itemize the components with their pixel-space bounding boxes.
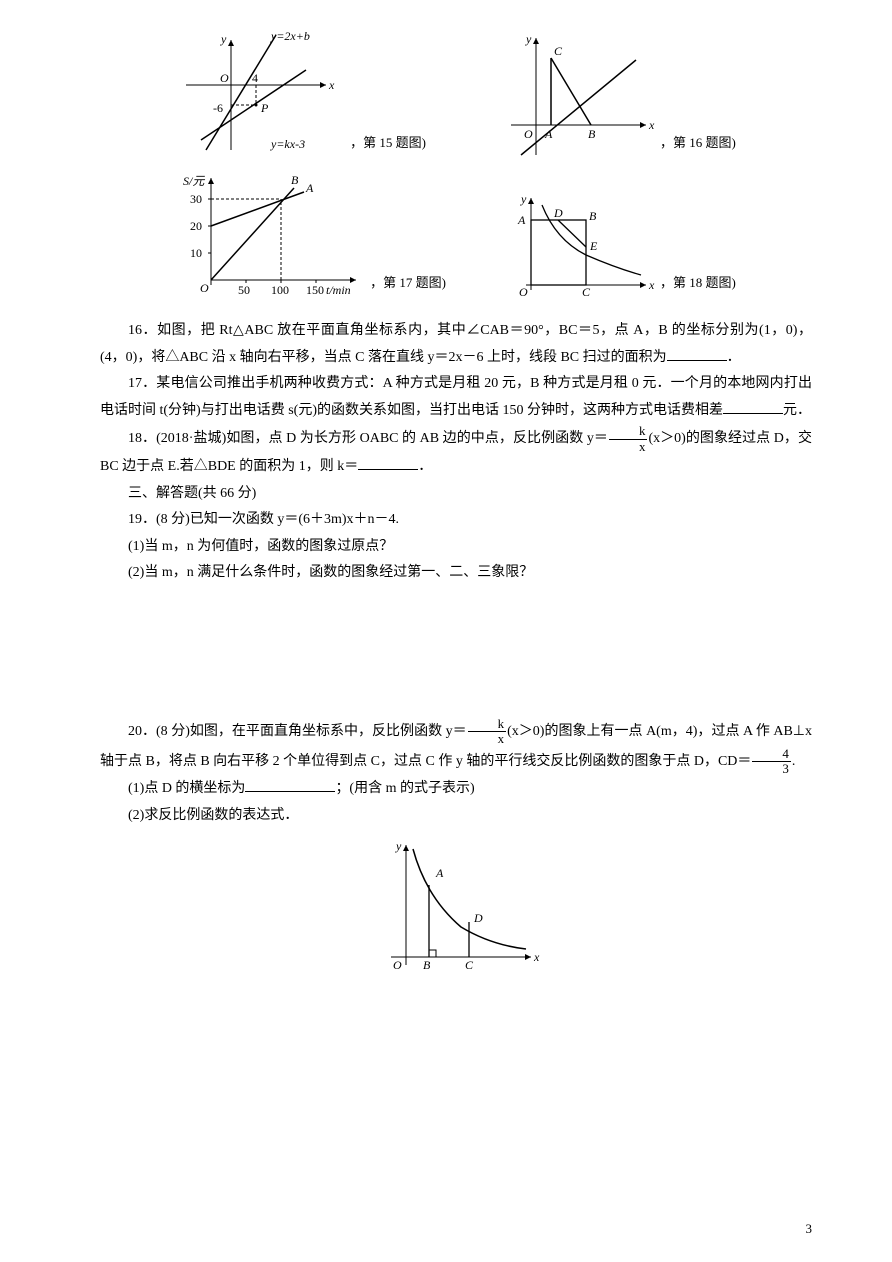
figure-18-svg: x y O A B C D E	[506, 190, 656, 300]
svg-text:150: 150	[306, 283, 324, 297]
svg-text:O: O	[200, 281, 209, 295]
svg-text:x: x	[533, 950, 540, 964]
svg-text:O: O	[519, 285, 528, 299]
svg-text:S/元: S/元	[183, 174, 205, 188]
svg-text:100: 100	[271, 283, 289, 297]
svg-text:D: D	[553, 206, 563, 220]
svg-text:50: 50	[238, 283, 250, 297]
svg-text:B: B	[588, 127, 596, 141]
figure-16: x y O A B C ，第 16 题图)	[506, 30, 736, 160]
fraction-k-over-x: kx	[609, 424, 648, 454]
svg-text:x: x	[648, 278, 655, 292]
svg-text:A: A	[435, 866, 444, 880]
svg-text:t/min: t/min	[326, 283, 351, 297]
blank-16	[667, 346, 727, 361]
page: x y O y=2x+b y=kx-3 P 4 -6 ，第 15 题图)	[0, 0, 892, 1262]
blank-20-1	[245, 777, 335, 792]
figure-16-svg: x y O A B C	[506, 30, 656, 160]
question-19-2: (2)当 m，n 满足什么条件时，函数的图象经过第一、二、三象限？	[100, 560, 812, 587]
svg-text:10: 10	[190, 246, 202, 260]
svg-text:y=2x+b: y=2x+b	[270, 30, 310, 43]
question-19: 19．(8 分)已知一次函数 y＝(6＋3m)x＋n－4.	[100, 507, 812, 534]
svg-text:C: C	[465, 958, 474, 972]
blank-18	[358, 455, 418, 470]
svg-text:4: 4	[252, 71, 258, 85]
figure-15-caption: ，第 15 题图)	[350, 131, 426, 160]
fraction-4-over-3: 43	[752, 747, 791, 777]
svg-text:C: C	[582, 285, 591, 299]
svg-text:E: E	[589, 239, 598, 253]
fraction-k-over-x-2: kx	[468, 717, 507, 747]
figure-20-wrapper: x y O A B C D	[100, 837, 812, 977]
section-3-heading: 三、解答题(共 66 分)	[100, 481, 812, 508]
svg-text:y: y	[395, 839, 402, 853]
question-17: 17．某电信公司推出手机两种收费方式：A 种方式是月租 20 元，B 种方式是月…	[100, 371, 812, 424]
svg-text:A: A	[305, 181, 314, 195]
question-18: 18．(2018·盐城)如图，点 D 为长方形 OABC 的 AB 边的中点，反…	[100, 424, 812, 480]
svg-text:O: O	[393, 958, 402, 972]
question-20-2: (2)求反比例函数的表达式．	[100, 803, 812, 830]
svg-text:x: x	[648, 118, 655, 132]
figure-16-caption: ，第 16 题图)	[660, 131, 736, 160]
svg-text:D: D	[473, 911, 483, 925]
svg-text:y: y	[520, 192, 527, 206]
page-number: 3	[806, 1217, 813, 1242]
figure-17-caption: ，第 17 题图)	[370, 271, 446, 300]
svg-text:y: y	[220, 32, 227, 46]
svg-text:A: A	[544, 127, 553, 141]
svg-text:20: 20	[190, 219, 202, 233]
figure-18-caption: ，第 18 题图)	[660, 271, 736, 300]
svg-text:O: O	[220, 71, 229, 85]
question-16: 16．如图，把 Rt△ABC 放在平面直角坐标系内，其中∠CAB＝90°，BC＝…	[100, 318, 812, 371]
svg-text:-6: -6	[213, 101, 223, 115]
svg-text:x: x	[328, 78, 335, 92]
svg-text:B: B	[291, 173, 299, 187]
question-20: 20．(8 分)如图，在平面直角坐标系中，反比例函数 y＝kx(x＞0)的图象上…	[100, 717, 812, 776]
svg-text:y=kx-3: y=kx-3	[270, 137, 305, 151]
svg-text:O: O	[524, 127, 533, 141]
figure-17-svg: S/元 t/min O 10 20 30 50 100 150	[176, 170, 366, 300]
figure-15: x y O y=2x+b y=kx-3 P 4 -6 ，第 15 题图)	[176, 30, 426, 160]
svg-text:A: A	[517, 213, 526, 227]
svg-text:B: B	[589, 209, 597, 223]
figure-row-1: x y O y=2x+b y=kx-3 P 4 -6 ，第 15 题图)	[100, 30, 812, 160]
question-19-1: (1)当 m，n 为何值时，函数的图象过原点？	[100, 534, 812, 561]
svg-text:P: P	[260, 101, 269, 115]
figure-20-svg: x y O A B C D	[371, 837, 541, 977]
blank-17	[723, 399, 783, 414]
figure-18: x y O A B C D E ，第 18 题图)	[506, 190, 736, 300]
svg-text:C: C	[554, 44, 563, 58]
figure-15-svg: x y O y=2x+b y=kx-3 P 4 -6	[176, 30, 346, 160]
figure-17: S/元 t/min O 10 20 30 50 100 150	[176, 170, 446, 300]
figure-row-2: S/元 t/min O 10 20 30 50 100 150	[100, 170, 812, 300]
svg-text:y: y	[525, 32, 532, 46]
answer-space-19	[100, 587, 812, 717]
svg-text:30: 30	[190, 192, 202, 206]
svg-text:B: B	[423, 958, 431, 972]
question-20-1: (1)点 D 的横坐标为；(用含 m 的式子表示)	[100, 776, 812, 803]
